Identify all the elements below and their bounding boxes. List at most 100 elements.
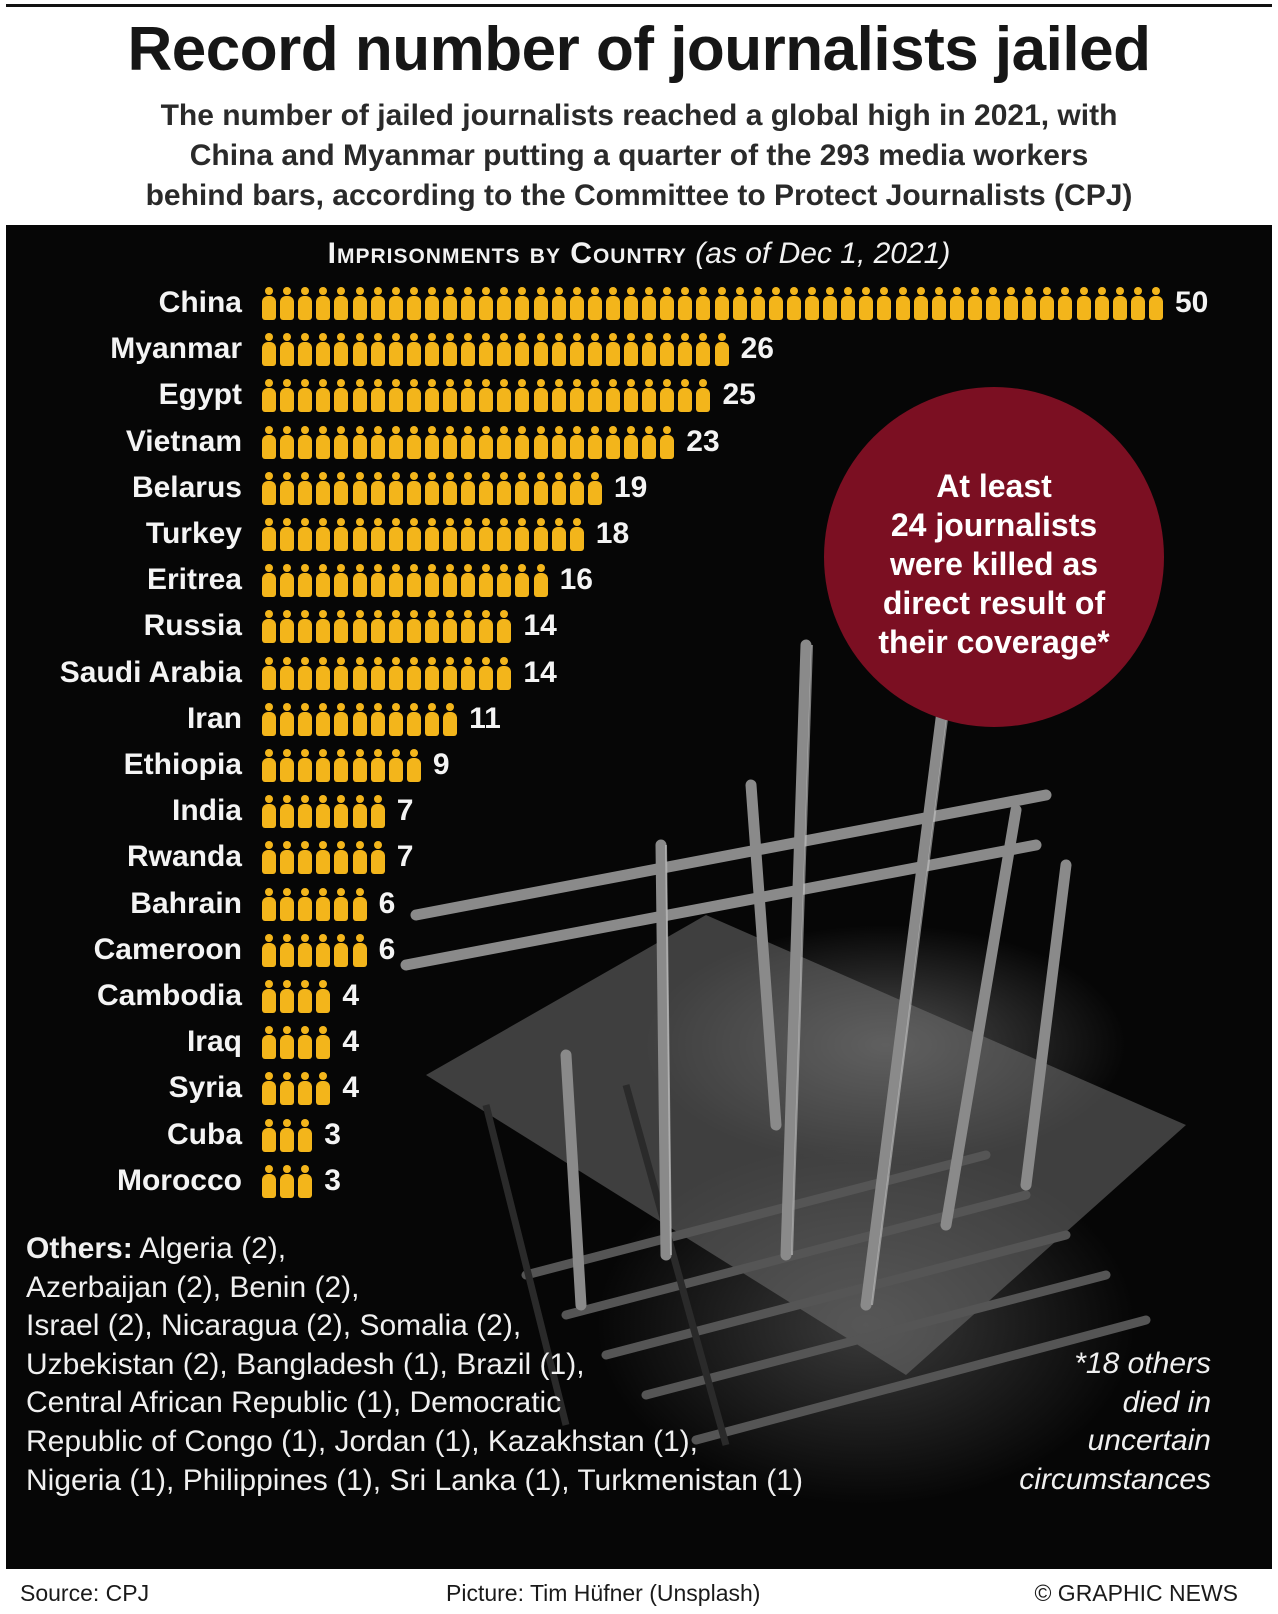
- others-line: Others: Algeria (2),: [26, 1230, 986, 1269]
- journalist-icon: [406, 379, 421, 413]
- journalist-icon: [1040, 287, 1055, 320]
- others-line: Israel (2), Nicaragua (2), Somalia (2),: [26, 1309, 522, 1343]
- journalist-icon: [533, 379, 548, 413]
- callout-line: their coverage*: [878, 624, 1110, 660]
- journalist-icon: [624, 425, 638, 459]
- journalist-icon: [515, 471, 530, 505]
- iron-bars: [400, 639, 1072, 1311]
- journalist-icon: [443, 564, 457, 598]
- journalist-icon: [352, 610, 367, 644]
- journalist-icon: [479, 471, 494, 505]
- bar-shadows: [521, 1150, 1151, 1445]
- journalist-icon: [931, 287, 946, 320]
- journalist-icon: [424, 379, 439, 413]
- journalist-icon: [280, 1164, 295, 1198]
- journalist-icon: [352, 425, 367, 459]
- journalist-icon: [497, 471, 512, 505]
- journalist-icon: [298, 610, 313, 644]
- journalist-icon: [352, 841, 367, 875]
- callout-line: were killed as: [889, 546, 1099, 582]
- journalist-icon: [443, 702, 457, 736]
- journalist-icon: [316, 841, 331, 875]
- journalist-icon: [642, 333, 657, 367]
- value-label: 3: [324, 1117, 341, 1151]
- journalist-icon: [370, 379, 385, 413]
- footnote: *18 others died in uncertain circumstanc…: [966, 1345, 1211, 1499]
- journalist-icon: [479, 287, 494, 320]
- others-line: Azerbaijan (2), Benin (2),: [26, 1270, 360, 1304]
- journalist-icon: [515, 379, 530, 413]
- page-subtitle: The number of jailed journalists reached…: [40, 96, 1238, 216]
- value-label: 16: [559, 563, 593, 597]
- journalist-icon: [316, 933, 331, 967]
- value-label: 26: [740, 332, 774, 366]
- journalist-icon: [334, 425, 349, 459]
- journalist-icon: [388, 518, 403, 551]
- journalist-icon: [967, 287, 982, 320]
- killed-callout: At least 24 journalists were killed as d…: [824, 387, 1164, 727]
- journalist-icon: [298, 1118, 313, 1152]
- journalist-icon: [352, 749, 367, 782]
- others-line: Central African Republic (1), Democratic: [26, 1386, 562, 1420]
- journalist-icon: [642, 379, 657, 413]
- journalist-icon: [515, 333, 530, 367]
- journalist-icon: [370, 702, 385, 736]
- value-label: 7: [396, 840, 414, 874]
- floor-light-patch: [426, 915, 1186, 1375]
- journalist-icon: [280, 379, 295, 413]
- category-label: Eritrea: [146, 563, 242, 597]
- journalist-icon: [406, 564, 421, 598]
- journalist-icon: [1148, 287, 1163, 320]
- journalist-icon: [316, 1072, 331, 1106]
- journalist-icon: [262, 518, 276, 551]
- callout-line: At least: [936, 468, 1052, 504]
- journalist-icon: [443, 333, 457, 367]
- journalist-icon: [262, 702, 276, 736]
- journalist-icon: [515, 287, 530, 320]
- journalist-icon: [370, 471, 385, 505]
- journalist-icon: [605, 379, 620, 413]
- category-label: Cambodia: [96, 979, 242, 1012]
- journalist-icon: [280, 1072, 295, 1106]
- journalist-icon: [370, 656, 385, 690]
- journalist-icon: [388, 333, 403, 367]
- journalist-icon: [497, 333, 512, 367]
- journalist-icon: [533, 518, 548, 551]
- journalist-icon: [406, 656, 421, 690]
- category-label: Syria: [168, 1071, 242, 1105]
- journalist-icon: [262, 1026, 276, 1060]
- journalist-icon: [298, 287, 313, 320]
- prison-bars-photo: [400, 639, 1186, 1446]
- journalist-icon: [280, 1118, 295, 1152]
- category-label: Bahrain: [130, 886, 242, 920]
- journalist-icon: [497, 610, 512, 644]
- journalist-icon: [479, 564, 494, 598]
- journalist-icon: [424, 287, 439, 320]
- journalist-icon: [533, 287, 548, 320]
- journalist-icon: [316, 610, 331, 644]
- value-label: 4: [342, 1071, 360, 1105]
- journalist-icon: [1022, 287, 1037, 320]
- journalist-icon: [895, 287, 910, 320]
- journalist-icon: [298, 471, 313, 505]
- journalist-icon: [316, 1026, 331, 1060]
- journalist-icon: [262, 980, 276, 1013]
- journalist-icon: [280, 425, 295, 459]
- value-label: 4: [342, 1025, 360, 1059]
- journalist-icon: [352, 795, 367, 829]
- journalist-icon: [352, 518, 367, 551]
- journalist-icon: [262, 1164, 276, 1198]
- journalist-icon: [334, 379, 349, 413]
- journalist-icon: [569, 287, 584, 320]
- callout-text: At least 24 journalists were killed as d…: [844, 467, 1144, 662]
- journalist-icon: [461, 333, 476, 367]
- footnote-line: uncertain: [1087, 1424, 1211, 1458]
- journalist-icon: [334, 933, 349, 967]
- journalist-icon: [406, 702, 421, 736]
- others-label: Others:: [26, 1232, 133, 1265]
- journalist-icon: [660, 287, 675, 320]
- journalist-icon: [913, 287, 928, 320]
- journalist-icon: [497, 425, 512, 459]
- journalist-icon: [370, 610, 385, 644]
- journalist-icon: [388, 471, 403, 505]
